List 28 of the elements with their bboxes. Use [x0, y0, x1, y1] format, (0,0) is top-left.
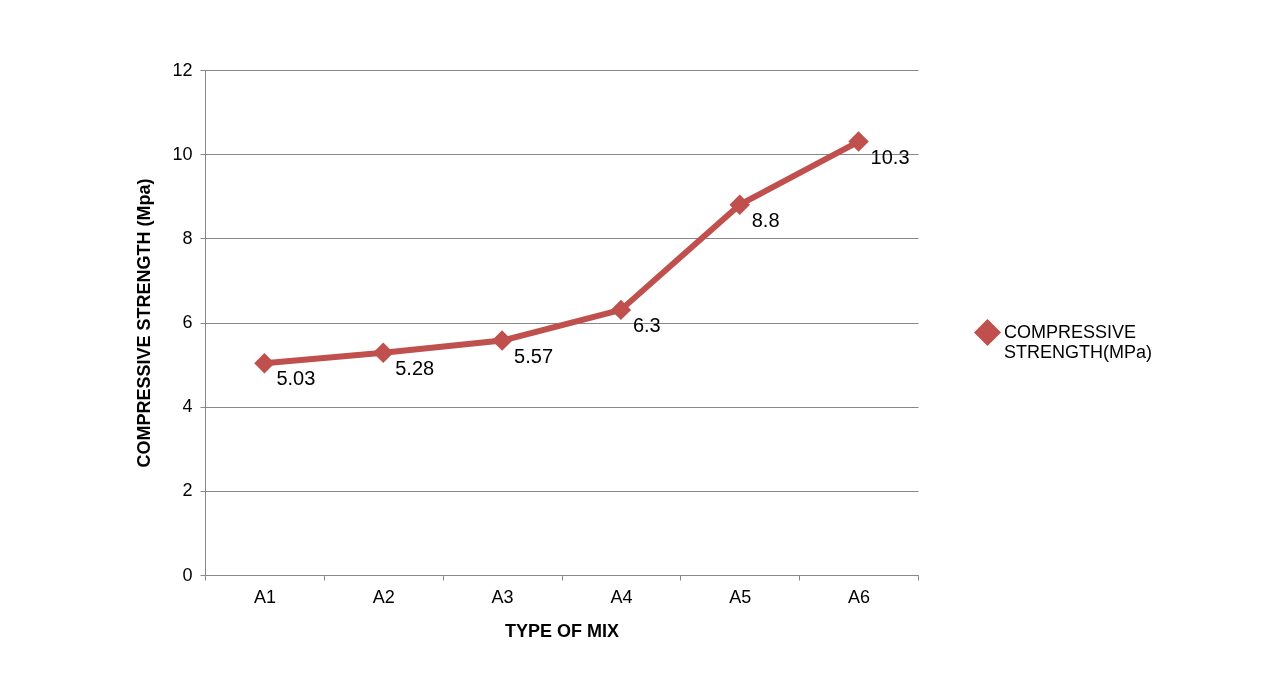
x-tick-label: A1 [253, 586, 276, 607]
x-axis-title: TYPE OF MIX [504, 620, 620, 641]
y-tick-label: 8 [182, 227, 193, 248]
x-tick-label: A6 [848, 586, 871, 607]
y-tick-label: 2 [182, 480, 193, 501]
y-tick-label: 0 [182, 564, 193, 585]
point [373, 342, 394, 364]
data-label: 8.8 [751, 208, 780, 231]
point [610, 299, 632, 321]
legend-label: COMPRESSIVE STRENGTH(MPa) [1004, 321, 1152, 362]
point [729, 194, 750, 215]
point [848, 131, 869, 152]
data-label: 5.03 [276, 367, 316, 390]
data-label: 5.28 [395, 356, 435, 379]
y-tick-label: 10 [172, 143, 193, 164]
x-tick-label: A5 [729, 586, 752, 607]
x-tick-label: A2 [372, 586, 395, 607]
data-label: 10.3 [870, 145, 910, 168]
y-tick-label: 6 [182, 312, 193, 332]
point [254, 353, 275, 374]
y-axis-title: COMPRESSIVE STRENGTH (Mpa) [134, 178, 155, 468]
y-tick-label: 12 [172, 59, 193, 80]
data-label: 6.3 [632, 313, 661, 336]
x-tick-label: A4 [610, 586, 633, 607]
data-label: 5.57 [514, 344, 554, 367]
point [491, 330, 513, 351]
x-tick-label: A3 [491, 586, 514, 607]
y-tick-label: 4 [182, 396, 193, 417]
